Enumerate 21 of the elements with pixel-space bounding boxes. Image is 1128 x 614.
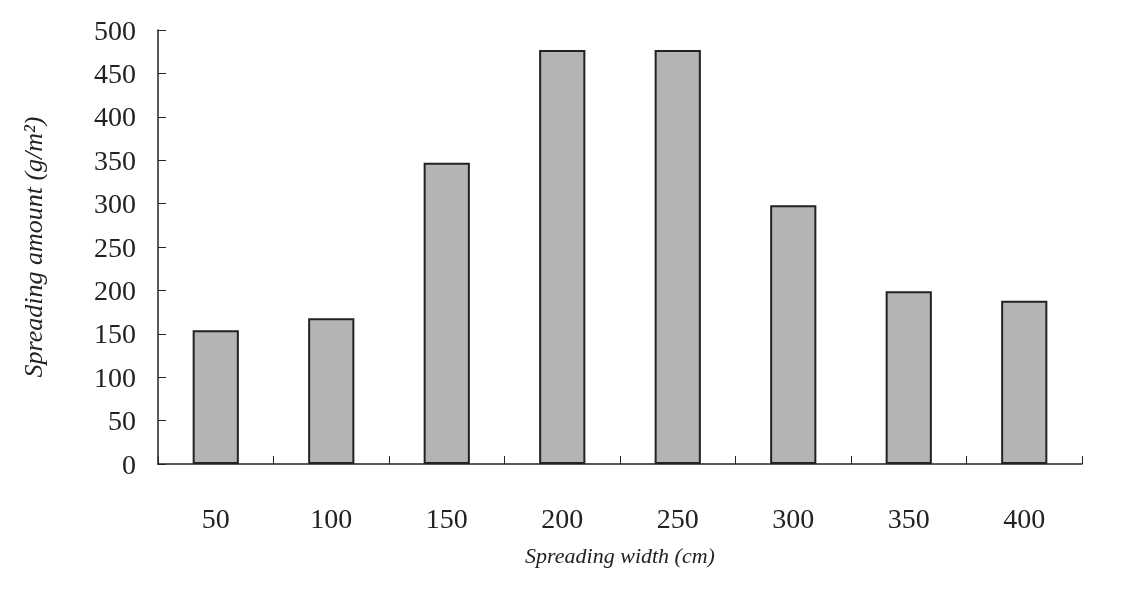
x-tick-label: 300 xyxy=(772,502,815,534)
x-tick-label: 400 xyxy=(1003,502,1046,534)
y-tick-label: 250 xyxy=(94,231,136,263)
y-tick-label: 50 xyxy=(108,405,136,437)
y-tick-label: 350 xyxy=(94,144,136,176)
y-tick-label: 100 xyxy=(94,361,136,393)
x-tick-label: 100 xyxy=(310,502,353,534)
x-tick-label: 200 xyxy=(541,502,584,534)
y-tick-label: 0 xyxy=(122,448,136,480)
y-tick-label: 450 xyxy=(94,57,136,89)
x-tick-label: 50 xyxy=(201,502,230,534)
y-tick-label: 200 xyxy=(94,274,136,306)
y-tick-label: 400 xyxy=(94,101,136,133)
x-tick-label: 150 xyxy=(425,502,468,534)
x-tick-label: 250 xyxy=(656,502,699,534)
y-tick-label: 150 xyxy=(94,318,136,350)
y-tick-label: 300 xyxy=(94,188,136,220)
x-tick-label: 350 xyxy=(887,502,930,534)
x-axis-title: Spreading width (cm) xyxy=(525,542,715,568)
y-axis-title: Spreading amount (g/m²) xyxy=(18,116,48,378)
y-tick-label: 500 xyxy=(94,14,136,46)
